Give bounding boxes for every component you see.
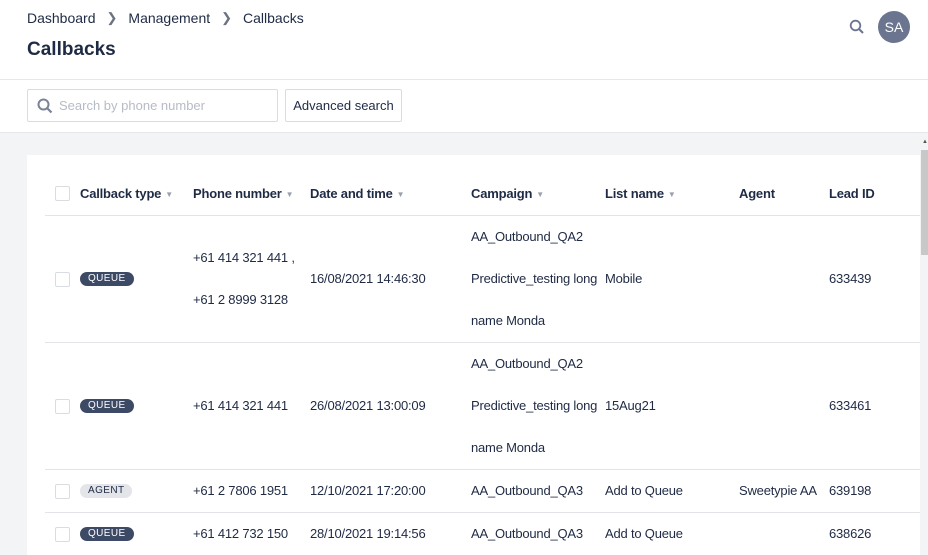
column-date-time[interactable]: Date and time ▼ <box>310 185 405 201</box>
phone-number: +61 2 8999 3128 <box>193 291 288 307</box>
column-list-name[interactable]: List name ▼ <box>605 185 676 201</box>
table-row[interactable]: QUEUE +61 414 321 441 , +61 2 8999 3128 1… <box>45 215 920 342</box>
sort-caret-icon: ▼ <box>396 189 405 199</box>
breadcrumb-callbacks: Callbacks <box>243 10 304 26</box>
callbacks-table: Callback type ▼ Phone number ▼ Date and ti… <box>45 172 920 555</box>
chevron-right-icon: ❯ <box>106 10 118 25</box>
table-row[interactable]: AGENT +61 2 7806 1951 12/10/2021 17:20:0… <box>45 469 920 512</box>
phone-number: +61 414 321 441 <box>193 397 288 413</box>
lead-id: 633439 <box>829 270 872 286</box>
search-field[interactable] <box>27 89 278 122</box>
date-time: 16/08/2021 14:46:30 <box>310 270 426 286</box>
date-time: 12/10/2021 17:20:00 <box>310 482 426 498</box>
sort-caret-icon: ▼ <box>536 189 544 199</box>
campaign-name: AA_Outbound_QA2 <box>471 228 583 244</box>
list-name: 15Aug21 <box>605 397 656 413</box>
list-name: Add to Queue <box>605 525 683 541</box>
lead-id: 639198 <box>829 482 872 498</box>
search-icon <box>37 98 53 113</box>
vertical-scrollbar[interactable] <box>920 134 928 555</box>
callbacks-table-card: Callback type ▼ Phone number ▼ Date and ti… <box>27 155 920 555</box>
callback-type-badge: QUEUE <box>80 399 134 414</box>
date-time: 26/08/2021 13:00:09 <box>310 397 426 413</box>
column-campaign[interactable]: Campaign ▼ <box>471 185 544 201</box>
campaign-name: AA_Outbound_QA2 <box>471 355 583 371</box>
campaign-name: name Monda <box>471 439 545 455</box>
campaign-name: Predictive_testing long <box>471 270 598 286</box>
agent-name <box>739 342 829 469</box>
page-title: Callbacks <box>27 39 116 60</box>
lead-id: 638626 <box>829 525 872 541</box>
column-lead-id: Lead ID <box>829 185 875 201</box>
callback-type-badge: QUEUE <box>80 272 134 287</box>
agent-name <box>739 215 829 342</box>
search-icon[interactable] <box>849 19 865 35</box>
sort-caret-icon: ▼ <box>285 189 294 199</box>
campaign-name: name Monda <box>471 312 545 328</box>
breadcrumb: Dashboard ❯ Management ❯ Callbacks <box>27 10 304 26</box>
select-all-checkbox[interactable] <box>55 186 70 202</box>
sort-caret-icon: ▼ <box>165 189 173 199</box>
chevron-right-icon: ❯ <box>221 10 233 25</box>
callback-type-badge: AGENT <box>80 484 133 499</box>
phone-number: +61 412 732 150 <box>193 525 288 541</box>
search-input[interactable] <box>59 98 269 113</box>
lead-id: 633461 <box>829 397 872 413</box>
page-header: Dashboard ❯ Management ❯ Callbacks Callb… <box>0 0 928 80</box>
sort-caret-icon: ▼ <box>667 189 676 199</box>
column-phone-number[interactable]: Phone number ▼ <box>193 185 294 201</box>
list-name: Mobile <box>605 270 643 286</box>
row-checkbox[interactable] <box>55 483 70 499</box>
campaign-name: AA_Outbound_QA3 <box>471 525 583 541</box>
row-checkbox[interactable] <box>55 271 70 287</box>
breadcrumb-dashboard[interactable]: Dashboard <box>27 10 96 26</box>
scroll-up-icon[interactable]: ▲ <box>922 139 928 145</box>
toolbar: Advanced search <box>0 80 928 133</box>
scrollbar-thumb[interactable] <box>921 150 928 255</box>
row-checkbox[interactable] <box>55 526 70 542</box>
campaign-name: AA_Outbound_QA3 <box>471 482 583 498</box>
agent-name <box>739 512 829 555</box>
callback-type-badge: QUEUE <box>80 527 134 542</box>
column-callback-type[interactable]: Callback type ▼ <box>80 185 173 201</box>
phone-number: +61 414 321 441 , <box>193 249 295 265</box>
list-name: Add to Queue <box>605 482 683 498</box>
table-row[interactable]: QUEUE +61 414 321 441 26/08/2021 13:00:0… <box>45 342 920 469</box>
table-row[interactable]: QUEUE +61 412 732 150 28/10/2021 19:14:5… <box>45 512 920 555</box>
column-agent: Agent <box>739 185 775 201</box>
advanced-search-button[interactable]: Advanced search <box>285 89 402 122</box>
table-header-row: Callback type ▼ Phone number ▼ Date and ti… <box>45 172 920 215</box>
row-checkbox[interactable] <box>55 398 70 414</box>
campaign-name: Predictive_testing long <box>471 397 598 413</box>
phone-number: +61 2 7806 1951 <box>193 482 288 498</box>
avatar[interactable]: SA <box>878 11 910 43</box>
agent-name: Sweetypie AA <box>739 482 817 498</box>
breadcrumb-management[interactable]: Management <box>128 10 211 26</box>
date-time: 28/10/2021 19:14:56 <box>310 525 426 541</box>
